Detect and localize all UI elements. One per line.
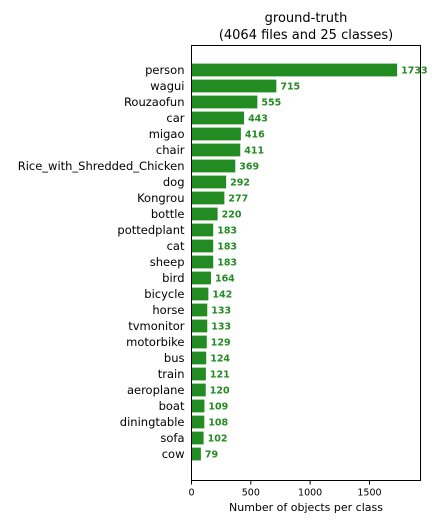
category-label: Rouzaofun (124, 95, 185, 109)
bars-group (191, 63, 398, 461)
data-label: 443 (248, 114, 268, 125)
data-label: 108 (208, 418, 228, 429)
category-label: chair (156, 143, 185, 157)
data-label: 411 (244, 146, 264, 157)
bar (191, 447, 201, 461)
bar (191, 335, 207, 349)
data-label: 120 (210, 386, 230, 397)
category-label: Rice_with_Shredded_Chicken (18, 159, 185, 173)
bar (191, 223, 214, 237)
category-label: cat (167, 239, 185, 253)
bar (191, 319, 208, 333)
data-label: 416 (245, 130, 265, 141)
category-label: cow (162, 447, 185, 461)
data-label: 183 (217, 258, 237, 269)
category-label: boat (159, 399, 185, 413)
x-axis: 0 500 1000 1500 (188, 480, 382, 499)
data-label: 129 (211, 338, 231, 349)
bar (191, 303, 208, 317)
bar (191, 239, 214, 253)
category-label: tvmonitor (128, 319, 185, 333)
category-label: Kongrou (137, 191, 184, 205)
category-label: bicycle (144, 287, 184, 301)
category-label: motorbike (126, 335, 184, 349)
data-label: 555 (261, 98, 281, 109)
bar (191, 159, 236, 173)
bar (191, 63, 398, 77)
category-label: person (145, 63, 184, 77)
category-label: pottedplant (117, 223, 185, 237)
category-label: train (158, 367, 185, 381)
bar (191, 175, 227, 189)
x-tick-label: 1000 (298, 488, 322, 499)
bar (191, 255, 214, 269)
category-label: car (166, 111, 184, 125)
bar (191, 415, 205, 429)
data-label: 124 (210, 354, 230, 365)
category-label: diningtable (120, 415, 185, 429)
data-label: 292 (230, 178, 250, 189)
chart-title: ground-truth (265, 11, 348, 26)
plot-frame (191, 45, 421, 481)
data-label: 715 (280, 82, 300, 93)
data-label: 121 (210, 370, 230, 381)
bar (191, 383, 206, 397)
bar (191, 271, 211, 285)
bar (191, 143, 241, 157)
x-tick-label: 1500 (357, 488, 381, 499)
bar (191, 351, 207, 365)
data-label: 1733 (401, 66, 427, 77)
category-label: wagui (150, 79, 184, 93)
x-axis-label: Number of objects per class (229, 501, 383, 514)
data-label: 142 (212, 290, 232, 301)
data-label: 79 (205, 450, 218, 461)
data-label: 369 (239, 162, 259, 173)
chart-subtitle: (4064 files and 25 classes) (219, 28, 393, 43)
bar (191, 287, 209, 301)
x-tick-label: 0 (188, 488, 194, 499)
data-label: 133 (211, 322, 231, 333)
bar (191, 207, 218, 221)
data-label: 183 (217, 242, 237, 253)
category-label: migao (149, 127, 185, 141)
category-label: horse (152, 303, 184, 317)
bar (191, 399, 205, 413)
category-label: bottle (151, 207, 185, 221)
bar (191, 191, 225, 205)
data-label: 183 (217, 226, 237, 237)
data-label: 102 (208, 434, 228, 445)
data-label: 133 (211, 306, 231, 317)
category-label: bus (164, 351, 185, 365)
category-labels: person wagui Rouzaofun car migao chair Rice_wi… (18, 63, 185, 461)
category-label: sofa (160, 431, 184, 445)
category-label: sheep (150, 255, 185, 269)
category-label: aeroplane (127, 383, 185, 397)
category-label: dog (163, 175, 185, 189)
data-label: 220 (222, 210, 242, 221)
category-label: bird (162, 271, 184, 285)
bar (191, 431, 204, 445)
data-label: 164 (215, 274, 235, 285)
x-tick-label: 500 (242, 488, 260, 499)
data-labels: 1733 715 555 443 416 411 369 292 277 220 183 183 183… (205, 66, 428, 461)
data-label: 109 (208, 402, 228, 413)
bar (191, 127, 241, 141)
bar (191, 79, 277, 93)
data-label: 277 (228, 194, 248, 205)
bar (191, 367, 206, 381)
bar (191, 111, 245, 125)
bar (191, 95, 258, 109)
